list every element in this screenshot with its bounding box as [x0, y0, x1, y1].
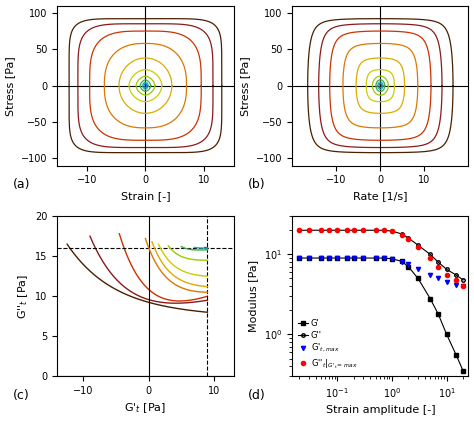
G''$_t|_{G'_t=max}$: [415, 244, 421, 249]
X-axis label: Rate [1/s]: Rate [1/s]: [353, 191, 408, 201]
G': [389, 256, 395, 261]
G''$_t|_{G'_t=max}$: [326, 228, 332, 233]
G''$_t|_{G'_t=max}$: [381, 228, 386, 233]
G': [318, 256, 324, 261]
G'$_{t,max}$: [344, 256, 350, 261]
Text: (c): (c): [13, 389, 30, 402]
G'': [415, 243, 421, 248]
G': [296, 256, 302, 261]
G''$_t|_{G'_t=max}$: [361, 228, 366, 233]
G': [306, 256, 311, 261]
G''$_t|_{G'_t=max}$: [428, 256, 433, 261]
Y-axis label: Stress [Pa]: Stress [Pa]: [6, 56, 16, 115]
G'$_{t,max}$: [460, 284, 466, 289]
G'$_{t,max}$: [335, 256, 340, 261]
G': [454, 353, 459, 358]
G''$_t|_{G'_t=max}$: [306, 228, 311, 233]
G'': [373, 228, 378, 233]
G'': [381, 228, 386, 233]
G': [326, 256, 332, 261]
G'$_{t,max}$: [389, 256, 395, 261]
G''$_t|_{G'_t=max}$: [406, 237, 411, 242]
G': [415, 276, 421, 281]
G': [435, 312, 441, 317]
G''$_t|_{G'_t=max}$: [460, 284, 466, 289]
G'': [406, 235, 411, 240]
G''$_t|_{G'_t=max}$: [296, 228, 302, 233]
G''$_t|_{G'_t=max}$: [454, 277, 459, 282]
G'$_{t,max}$: [381, 256, 386, 261]
G''$_t|_{G'_t=max}$: [318, 228, 324, 233]
G'': [306, 228, 311, 233]
G': [444, 332, 449, 337]
G'': [296, 228, 302, 233]
G'': [435, 260, 441, 265]
X-axis label: G'$_t$ [Pa]: G'$_t$ [Pa]: [125, 402, 166, 416]
Line: G': G': [297, 256, 465, 373]
G'$_{t,max}$: [454, 282, 459, 287]
G'$_{t,max}$: [326, 256, 332, 261]
Text: (d): (d): [248, 389, 266, 402]
G'$_{t,max}$: [435, 276, 441, 281]
G'$_{t,max}$: [306, 256, 311, 261]
G'$_{t,max}$: [373, 256, 378, 261]
G': [344, 256, 350, 261]
G': [361, 256, 366, 261]
G'': [335, 228, 340, 233]
Line: G'': G'': [297, 229, 465, 282]
G'': [389, 229, 395, 234]
G''$_t|_{G'_t=max}$: [435, 264, 441, 269]
G'$_{t,max}$: [428, 273, 433, 278]
G': [399, 259, 404, 264]
G''$_t|_{G'_t=max}$: [444, 273, 449, 278]
Y-axis label: G''$_t$ [Pa]: G''$_t$ [Pa]: [16, 274, 30, 319]
G'$_{t,max}$: [444, 280, 449, 285]
G'': [361, 228, 366, 233]
G'': [399, 232, 404, 237]
G': [381, 256, 386, 261]
Legend: G', G'', G'$_{t,max}$, G''$_t|_{G'_t=max}$: G', G'', G'$_{t,max}$, G''$_t|_{G'_t=max…: [296, 317, 359, 372]
G': [406, 264, 411, 269]
Line: G'$_{t,max}$: G'$_{t,max}$: [297, 256, 465, 288]
G'$_{t,max}$: [399, 260, 404, 265]
G''$_t|_{G'_t=max}$: [351, 228, 356, 233]
G''$_t|_{G'_t=max}$: [373, 228, 378, 233]
G': [351, 256, 356, 261]
Y-axis label: Modulus [Pa]: Modulus [Pa]: [248, 260, 259, 332]
G'': [318, 228, 324, 233]
G'': [351, 228, 356, 233]
G'$_{t,max}$: [351, 256, 356, 261]
G': [335, 256, 340, 261]
G''$_t|_{G'_t=max}$: [344, 228, 350, 233]
G'$_{t,max}$: [415, 267, 421, 272]
G': [460, 368, 466, 373]
G''$_t|_{G'_t=max}$: [389, 229, 395, 234]
G'': [326, 228, 332, 233]
Line: G''$_t|_{G'_t=max}$: G''$_t|_{G'_t=max}$: [297, 228, 465, 288]
X-axis label: Strain [-]: Strain [-]: [120, 191, 170, 201]
G''$_t|_{G'_t=max}$: [335, 228, 340, 233]
Y-axis label: Stress [Pa]: Stress [Pa]: [240, 56, 250, 115]
G': [428, 296, 433, 301]
G''$_t|_{G'_t=max}$: [399, 232, 404, 237]
Text: (a): (a): [13, 178, 31, 191]
X-axis label: Strain amplitude [-]: Strain amplitude [-]: [326, 405, 435, 416]
G': [373, 256, 378, 261]
G'': [428, 252, 433, 257]
Text: (b): (b): [248, 178, 266, 191]
G'': [454, 273, 459, 278]
G'$_{t,max}$: [296, 256, 302, 261]
G'': [444, 267, 449, 272]
G'$_{t,max}$: [406, 262, 411, 267]
G'$_{t,max}$: [318, 256, 324, 261]
G'': [460, 277, 466, 282]
G'': [344, 228, 350, 233]
G'$_{t,max}$: [361, 256, 366, 261]
